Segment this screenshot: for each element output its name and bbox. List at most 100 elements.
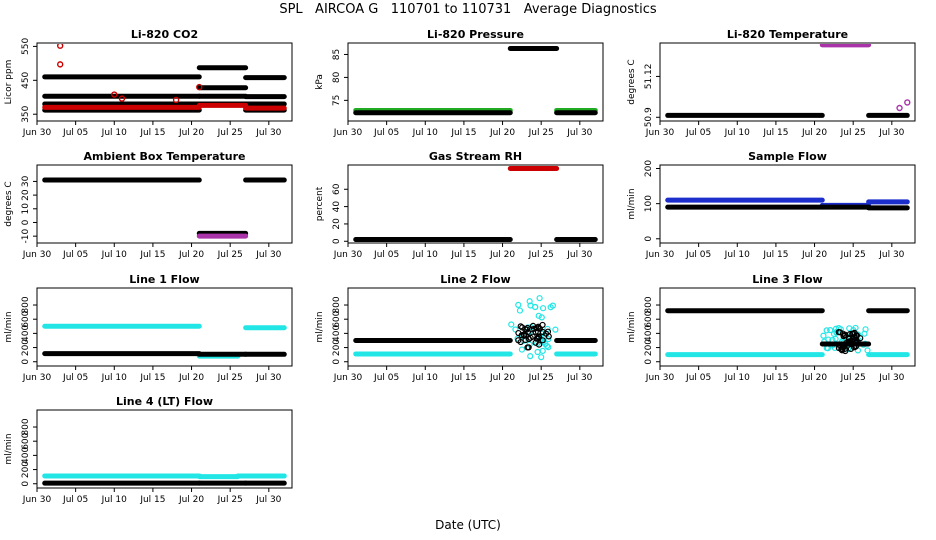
y-axis-label: Licor ppm — [4, 60, 14, 105]
data-point — [827, 326, 834, 334]
plot-frame — [347, 287, 604, 367]
data-point — [532, 339, 539, 346]
x-tick-label: Jun 30 — [645, 373, 675, 383]
panel-sample-flow: Sample Flow ml/min 0 100 200 Jun 30 Jul 05 Jul … — [627, 150, 916, 260]
x-tick-label: Jun 30 — [645, 250, 675, 260]
y-axis-label: ml/min — [315, 311, 325, 342]
x-tick-label: Jul 10 — [724, 373, 750, 383]
series-1 — [353, 321, 598, 351]
x-tick-label: Jul 15 — [139, 128, 165, 138]
plot-frame — [347, 164, 604, 244]
y-axis-label: kPa — [315, 74, 325, 90]
y-axis-label: ml/min — [4, 311, 14, 342]
data-point — [552, 326, 559, 333]
data-layer — [665, 197, 910, 211]
x-tick-label: Jul 30 — [255, 373, 281, 383]
panel-title: Gas Stream RH — [429, 150, 522, 163]
data-layer — [42, 177, 287, 239]
y-tick-label: 0 — [21, 359, 31, 365]
y-tick-label: 40 — [332, 201, 342, 213]
x-tick-label: Jul 10 — [101, 373, 127, 383]
series-1 — [42, 351, 287, 357]
series-0 — [665, 324, 910, 358]
y-tick-label: 400 — [644, 325, 654, 342]
data-point — [538, 314, 545, 321]
plot-frame — [36, 287, 293, 367]
x-tick-label: Jul 25 — [528, 250, 554, 260]
x-tick-label: Jun 30 — [22, 495, 52, 505]
x-tick-label: Jul 15 — [139, 495, 165, 505]
x-tick-label: Jul 20 — [489, 128, 515, 138]
y-tick-label: 75 — [332, 95, 342, 106]
data-layer — [42, 44, 287, 113]
x-tick-label: Jul 25 — [217, 250, 243, 260]
data-point — [519, 324, 526, 331]
y-tick-label: 800 — [21, 418, 31, 435]
series-1 — [819, 44, 911, 112]
y-tick-label: 0 — [21, 219, 31, 225]
y-tick-label: 400 — [21, 447, 31, 464]
x-tick-label: Jul 10 — [101, 250, 127, 260]
data-point — [853, 336, 860, 343]
y-tick-label: 200 — [644, 160, 654, 177]
x-tick-label: Jul 10 — [412, 373, 438, 383]
y-axis-label: percent — [315, 186, 325, 221]
panel-title: Li-820 Temperature — [727, 28, 848, 41]
data-point — [864, 347, 871, 354]
data-point — [842, 331, 849, 338]
x-tick-label: Jul 15 — [762, 373, 788, 383]
data-layer — [42, 473, 287, 486]
x-tick-label: Jul 05 — [373, 373, 399, 383]
x-tick-label: Jul 30 — [566, 128, 592, 138]
data-layer — [665, 308, 910, 358]
x-tick-label: Jun 30 — [333, 250, 363, 260]
y-axis-label: degrees C — [4, 181, 14, 226]
y-tick-label: 350 — [21, 105, 31, 122]
x-tick-label: Jul 05 — [62, 373, 88, 383]
x-tick-label: Jul 25 — [217, 128, 243, 138]
y-tick-label: 400 — [332, 325, 342, 342]
x-tick-label: Jun 30 — [22, 250, 52, 260]
data-point — [172, 96, 180, 104]
plot-frame — [36, 42, 293, 122]
x-tick-label: Jul 30 — [878, 128, 904, 138]
x-tick-label: Jul 05 — [685, 250, 711, 260]
data-point — [545, 336, 552, 343]
data-point — [846, 338, 854, 345]
x-tick-label: Jul 20 — [178, 128, 204, 138]
figure-x-axis-label: Date (UTC) — [435, 518, 501, 532]
x-tick-label: Jul 15 — [450, 250, 476, 260]
data-point — [56, 44, 64, 49]
y-axis-label: ml/min — [627, 311, 637, 342]
data-point — [842, 347, 849, 355]
panel-title: Ambient Box Temperature — [84, 150, 246, 163]
x-tick-label: Jul 25 — [217, 495, 243, 505]
x-tick-label: Jul 15 — [762, 128, 788, 138]
x-tick-label: Jul 30 — [566, 250, 592, 260]
data-layer — [353, 295, 598, 361]
data-point — [549, 302, 556, 309]
x-tick-label: Jul 30 — [878, 250, 904, 260]
plot-frame — [347, 42, 604, 122]
y-tick-label: 200 — [21, 339, 31, 356]
x-tick-label: Jul 05 — [685, 373, 711, 383]
series-1 — [353, 46, 598, 116]
data-point — [196, 83, 203, 91]
data-point — [536, 295, 543, 302]
data-point — [111, 91, 118, 98]
panel-title: Line 2 Flow — [440, 273, 510, 286]
y-tick-label: 600 — [644, 310, 654, 327]
data-point — [526, 298, 533, 305]
x-tick-label: Jun 30 — [645, 128, 675, 138]
data-point — [516, 307, 524, 314]
x-tick-label: Jul 05 — [62, 250, 88, 260]
panel-title: Li-820 CO2 — [131, 28, 198, 41]
data-point — [904, 99, 911, 106]
y-tick-label: 20 — [21, 189, 31, 201]
data-point — [861, 330, 868, 337]
panel-gas-stream-rh: Gas Stream RH percent 0 20 40 60 Jun 30 Jul 05 J… — [315, 150, 604, 260]
x-tick-label: Jul 05 — [62, 495, 88, 505]
